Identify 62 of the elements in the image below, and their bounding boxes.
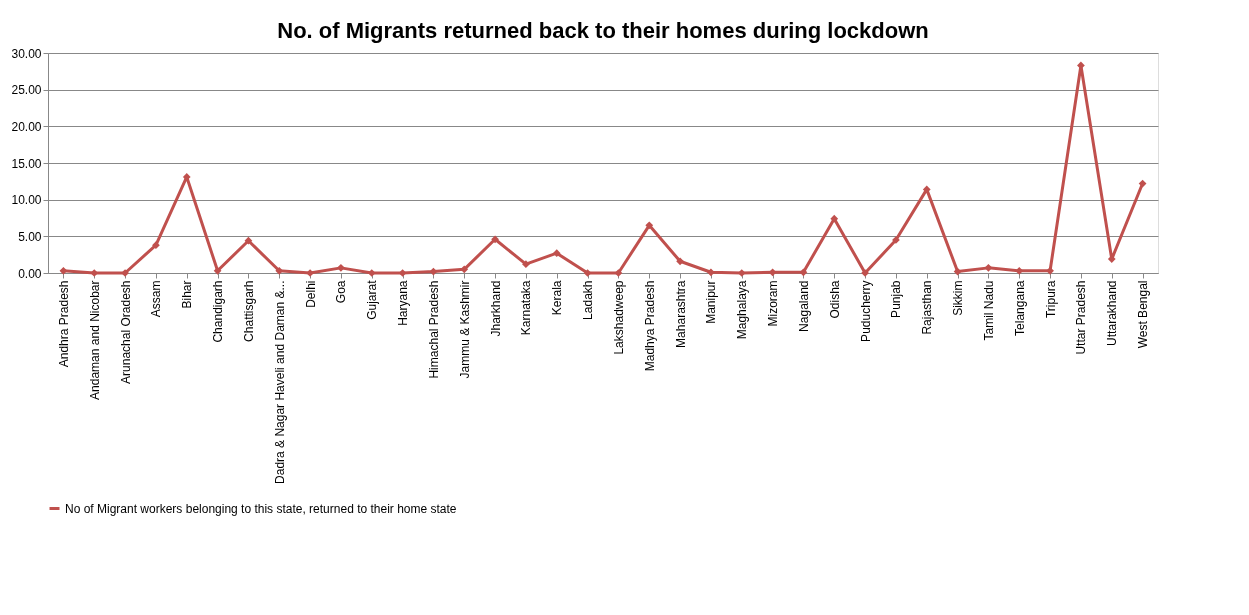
- x-tick-label: Manipur: [704, 280, 719, 324]
- x-tick-label: Odisha: [827, 280, 842, 319]
- x-tick-label: Chattisgarh: [241, 280, 256, 342]
- x-tick-label: Karnataka: [519, 280, 534, 336]
- point: [244, 236, 253, 245]
- x-tick-label: Bihar: [180, 280, 195, 309]
- x-tick-label: Lakshadweep: [611, 280, 626, 355]
- legend-label: No of Migrant workers belonging to this state, returned to their home state: [65, 501, 457, 516]
- point: [614, 269, 623, 277]
- y-tick-label: 10.00: [11, 193, 42, 208]
- x-tick-label: Andhra Pradesh: [56, 280, 71, 368]
- point: [583, 269, 592, 277]
- x-tick-label: Madhya Pradesh: [642, 280, 657, 372]
- y-tick-label: 0.00: [18, 266, 42, 281]
- point: [922, 185, 931, 194]
- x-tick-label: Chandigarh: [211, 280, 226, 343]
- x-tick-label: Nagaland: [796, 280, 811, 332]
- point: [59, 266, 68, 275]
- x-tick-label: Tamil Nadu: [981, 280, 996, 341]
- x-tick-label: Assam: [149, 280, 164, 318]
- x-tick-label: Puducherry: [858, 280, 873, 342]
- y-tick-label: 20.00: [11, 119, 42, 134]
- x-tick-label: Maharashtra: [673, 280, 688, 348]
- chart-title: No. of Migrants returned back to their homes during lockdown: [277, 18, 929, 43]
- y-tick-label: 5.00: [18, 229, 42, 244]
- point: [213, 266, 222, 275]
- x-tick-label: Jammu & Kashmir: [457, 280, 472, 379]
- x-tick-label: Haryana: [396, 280, 411, 326]
- x-tick-label: Goa: [334, 280, 349, 304]
- point: [491, 235, 499, 244]
- x-tick-label: Sikkim: [951, 280, 966, 316]
- point: [830, 214, 839, 223]
- x-tick-label: Arunachal Oradesh: [118, 280, 133, 384]
- x-tick-label: Uttarakhand: [1105, 280, 1120, 346]
- point: [645, 221, 654, 230]
- x-tick-label: Himachal Pradesh: [426, 280, 441, 379]
- point: [337, 263, 345, 272]
- point: [522, 260, 530, 269]
- point: [460, 265, 469, 274]
- x-tick-label: Mizoram: [766, 280, 781, 327]
- x-tick-label: Gujarat: [365, 279, 380, 320]
- x-tick-label: Kerala: [550, 280, 565, 316]
- x-tick-label: Punjab: [889, 280, 904, 318]
- point: [676, 257, 684, 266]
- x-tick-label: Uttar Pradesh: [1074, 280, 1089, 355]
- x-tick-label: Maghalaya: [735, 280, 750, 340]
- x-tick-label: Rajasthan: [920, 280, 935, 335]
- point: [552, 249, 561, 258]
- x-tick-label: West Bengal: [1136, 280, 1151, 349]
- y-tick-label: 30.00: [11, 46, 42, 61]
- x-tick-label: Ladakh: [581, 280, 596, 320]
- x-tick-label: Jharkhand: [488, 280, 503, 337]
- y-tick-label: 25.00: [11, 83, 42, 98]
- point: [152, 241, 160, 250]
- point: [707, 268, 715, 277]
- x-tick-label: Dadra & Nagar Haveli and Daman &...: [272, 280, 287, 484]
- point: [984, 263, 993, 272]
- x-tick-label: Andaman and Nicobar: [87, 280, 102, 400]
- x-tick-label: Telangana: [1012, 280, 1027, 336]
- x-tick-label: Delhi: [303, 280, 318, 308]
- x-tick-label: Tripura: [1043, 280, 1058, 319]
- y-tick-label: 15.00: [11, 156, 42, 171]
